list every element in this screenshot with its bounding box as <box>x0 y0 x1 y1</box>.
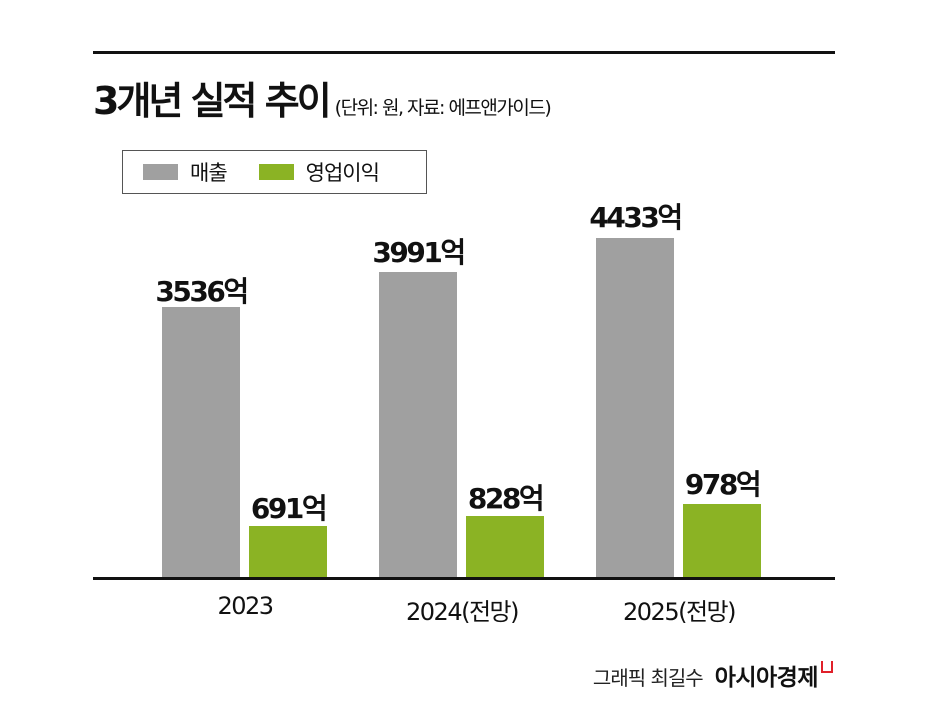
bar-revenue-2025 <box>596 238 674 578</box>
brand-logo-icon <box>821 661 833 673</box>
top-rule <box>93 51 835 54</box>
x-tick-label: 2025(전망) <box>623 598 736 626</box>
bar-revenue-2023 <box>162 307 240 578</box>
legend-item-revenue: 매출 <box>143 157 228 187</box>
chart-subtitle: (단위: 원, 자료: 에프앤가이드) <box>334 97 552 119</box>
bar-value-label: 3536억 <box>155 275 249 308</box>
graphic-credit: 그래픽 최길수 <box>592 666 704 690</box>
bar-value-label: 978억 <box>684 468 762 501</box>
operating-profit-swatch <box>258 164 294 180</box>
revenue-swatch <box>143 164 178 180</box>
bar-value-label: 828억 <box>467 482 545 515</box>
bar-value-label: 4433억 <box>589 201 683 234</box>
bar-operating-profit-2023 <box>249 526 327 578</box>
chart-title: 3개년 실적 추이 <box>93 79 332 123</box>
x-tick-label: 2024(전망) <box>406 598 519 626</box>
credit: 그래픽 최길수 아시아경제 <box>593 658 833 692</box>
legend-label: 영업이익 <box>305 161 380 185</box>
x-axis-baseline <box>93 577 835 580</box>
legend: 매출 영업이익 <box>122 150 427 194</box>
bar-operating-profit-2025 <box>683 504 761 578</box>
bar-value-label: 3991억 <box>372 236 466 269</box>
bar-value-label: 691억 <box>250 492 328 525</box>
chart-header: 3개년 실적 추이 (단위: 원, 자료: 에프앤가이드) <box>93 70 552 125</box>
bar-operating-profit-2024 <box>466 516 544 578</box>
legend-label: 매출 <box>190 161 228 185</box>
bar-revenue-2024 <box>379 272 457 578</box>
legend-item-operating-profit: 영업이익 <box>258 157 380 187</box>
x-tick-label: 2023 <box>217 592 274 620</box>
publisher-brand: 아시아경제 <box>714 665 819 691</box>
